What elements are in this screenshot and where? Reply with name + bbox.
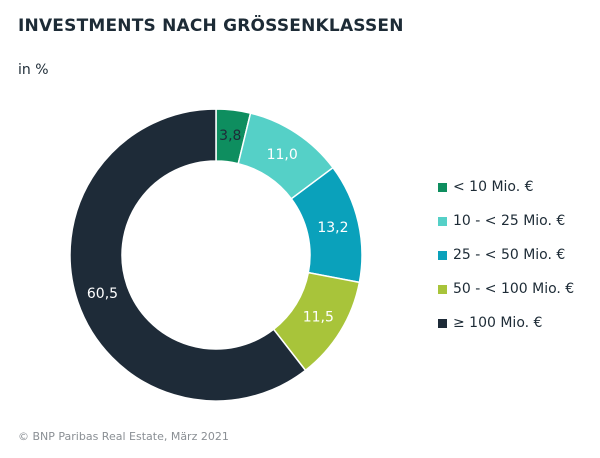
data-label: 11,0: [267, 147, 298, 163]
data-label: 3,8: [219, 128, 241, 144]
legend-item: 50 - < 100 Mio. €: [438, 278, 574, 300]
legend-swatch: [438, 318, 447, 328]
legend-item: < 10 Mio. €: [438, 176, 574, 198]
legend-label: 25 - < 50 Mio. €: [453, 247, 566, 263]
legend-item: 10 - < 25 Mio. €: [438, 210, 574, 232]
legend-label: 50 - < 100 Mio. €: [453, 281, 575, 297]
legend-item: ≥ 100 Mio. €: [438, 312, 574, 334]
source-note: © BNP Paribas Real Estate, März 2021: [18, 430, 229, 443]
legend-swatch: [438, 250, 447, 260]
legend-item: 25 - < 50 Mio. €: [438, 244, 574, 266]
chart-subtitle: in %: [18, 62, 49, 78]
chart-title: INVESTMENTS NACH GRÖSSENKLASSEN: [18, 16, 404, 36]
legend-label: < 10 Mio. €: [453, 179, 534, 195]
legend-label: 10 - < 25 Mio. €: [453, 213, 566, 229]
legend-label: ≥ 100 Mio. €: [453, 315, 543, 331]
data-label: 11,5: [303, 310, 334, 326]
legend-swatch: [438, 216, 447, 226]
data-label: 60,5: [87, 286, 118, 302]
chart-legend: < 10 Mio. € 10 - < 25 Mio. € 25 - < 50 M…: [438, 176, 574, 346]
legend-swatch: [438, 182, 447, 192]
legend-swatch: [438, 284, 447, 294]
donut-slice: [69, 108, 307, 402]
donut-data-labels: 3,8 11,0 13,2 11,5 60,5: [87, 128, 349, 326]
data-label: 13,2: [317, 220, 348, 236]
donut-slices: [69, 108, 363, 402]
